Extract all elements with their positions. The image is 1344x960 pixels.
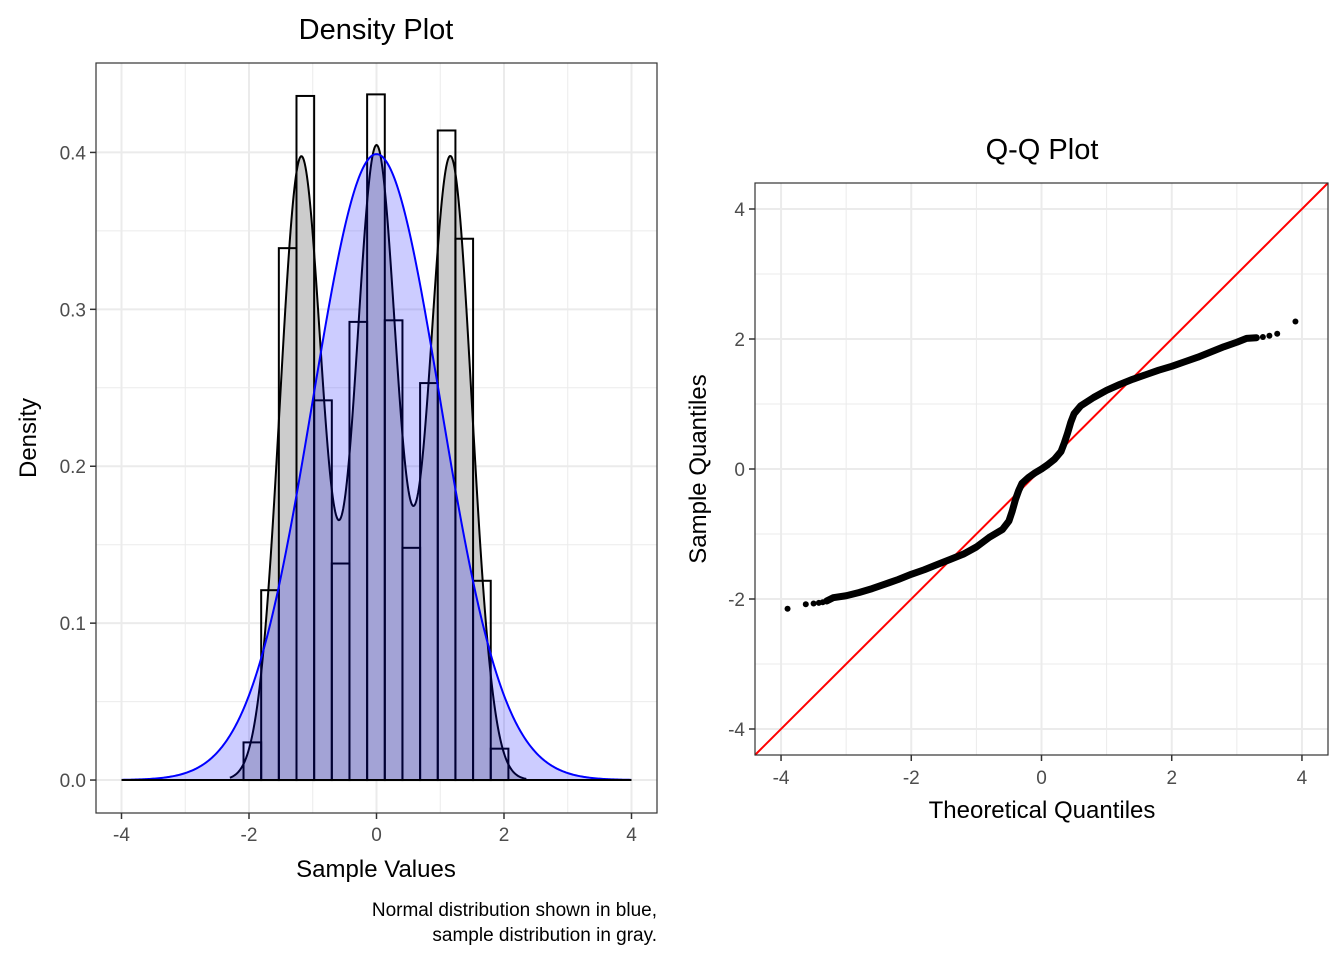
y-tick-label: 0.1 <box>60 614 86 635</box>
qq-point <box>810 600 817 607</box>
y-tick-label: 0.3 <box>60 300 86 321</box>
qq-plot-grid <box>755 183 1328 755</box>
qq-point <box>1103 387 1110 394</box>
qq-point <box>973 544 980 550</box>
qq-point <box>1025 474 1032 481</box>
qq-point <box>1116 381 1123 388</box>
qq-point <box>947 556 954 563</box>
y-tick-label: -4 <box>728 720 745 741</box>
qq-point <box>882 581 889 588</box>
qq-point <box>934 561 941 568</box>
qq-point <box>1259 334 1266 341</box>
qq-point <box>1233 339 1240 346</box>
qq-point <box>1012 496 1019 503</box>
qq-point <box>830 594 837 601</box>
qq-point <box>1274 330 1281 337</box>
x-tick-label: 4 <box>626 825 637 846</box>
qq-point <box>823 597 830 604</box>
normal-density-fill <box>121 154 632 781</box>
qq-plot-x-axis-label: Theoretical Quantiles <box>929 797 1156 824</box>
density-plot-panel: -4 -2 0 2 4 0.0 0.1 0.2 0.3 0.4 Density Plot Samp… <box>15 14 658 946</box>
qq-point <box>1168 363 1175 370</box>
qq-point <box>843 592 850 599</box>
density-plot-title: Density Plot <box>299 14 454 46</box>
qq-point <box>1155 367 1162 374</box>
qq-point <box>1220 343 1227 350</box>
y-tick-label: 0.4 <box>60 143 87 164</box>
qq-points <box>784 318 1299 612</box>
qq-point <box>1038 466 1045 472</box>
qq-point <box>802 601 809 608</box>
qq-plot-panel: -4 -2 0 2 4 -4 -2 0 2 4 Q-Q Plot Theoretical Quan… <box>685 134 1329 824</box>
qq-plot-axes: -4 -2 0 2 4 -4 -2 0 2 4 <box>728 200 1308 789</box>
qq-point <box>1292 318 1299 325</box>
qq-point <box>1090 394 1097 401</box>
qq-point <box>1194 354 1201 361</box>
qq-point <box>1051 456 1058 463</box>
qq-point <box>1064 430 1071 437</box>
qq-point <box>784 605 791 612</box>
qq-point <box>1071 410 1078 417</box>
x-tick-label: -4 <box>113 825 130 846</box>
qq-point <box>1067 419 1074 426</box>
qq-point <box>1243 335 1250 342</box>
qq-point <box>1031 469 1038 476</box>
qq-point <box>1129 376 1136 383</box>
qq-point <box>1045 461 1052 468</box>
qq-point <box>1061 440 1068 446</box>
x-tick-label: 2 <box>499 825 510 846</box>
caption-line-2: sample distribution in gray. <box>432 925 657 946</box>
qq-point <box>908 571 915 578</box>
y-tick-label: 0.2 <box>60 457 86 478</box>
qq-point <box>999 526 1006 533</box>
normal-density-layer <box>121 153 632 782</box>
qq-point <box>1207 349 1214 355</box>
qq-point <box>1015 487 1022 494</box>
y-tick-label: 2 <box>734 330 745 351</box>
sample-density-line <box>229 143 527 780</box>
qq-point <box>986 534 993 541</box>
qq-point <box>1266 332 1273 339</box>
y-tick-label: 0 <box>734 460 745 481</box>
qq-point <box>960 551 967 558</box>
qq-point <box>856 589 863 596</box>
qq-point <box>1181 358 1188 365</box>
normal-density-line <box>121 153 632 781</box>
density-plot-axes: -4 -2 0 2 4 0.0 0.1 0.2 0.3 0.4 <box>60 143 638 846</box>
caption-line-1: Normal distribution shown in blue, <box>372 900 657 921</box>
x-tick-label: 0 <box>371 825 382 846</box>
y-tick-label: 4 <box>734 200 745 221</box>
y-tick-label: -2 <box>728 590 745 611</box>
qq-point <box>1077 402 1084 409</box>
x-tick-label: 0 <box>1036 768 1047 789</box>
qq-point <box>1018 480 1025 487</box>
qq-point <box>1005 518 1012 524</box>
density-plot-x-axis-label: Sample Values <box>296 856 456 883</box>
qq-point <box>895 576 902 583</box>
qq-point <box>869 585 876 592</box>
x-tick-label: -4 <box>773 768 790 789</box>
x-tick-label: 4 <box>1297 768 1308 789</box>
x-tick-label: -2 <box>903 768 920 789</box>
sample-density-fill-layer <box>229 145 527 781</box>
density-plot-y-axis-label: Density <box>15 398 42 478</box>
sample-density-fill <box>229 145 527 781</box>
qq-point <box>921 566 928 573</box>
x-tick-label: 2 <box>1166 768 1177 789</box>
qq-plot-title: Q-Q Plot <box>986 134 1099 166</box>
qq-plot-y-axis-label: Sample Quantiles <box>685 374 712 563</box>
qq-point <box>1058 448 1065 455</box>
y-tick-label: 0.0 <box>60 771 86 792</box>
qq-point <box>1253 334 1260 341</box>
qq-point <box>1009 508 1016 515</box>
qq-point <box>1142 371 1149 378</box>
x-tick-label: -2 <box>241 825 258 846</box>
